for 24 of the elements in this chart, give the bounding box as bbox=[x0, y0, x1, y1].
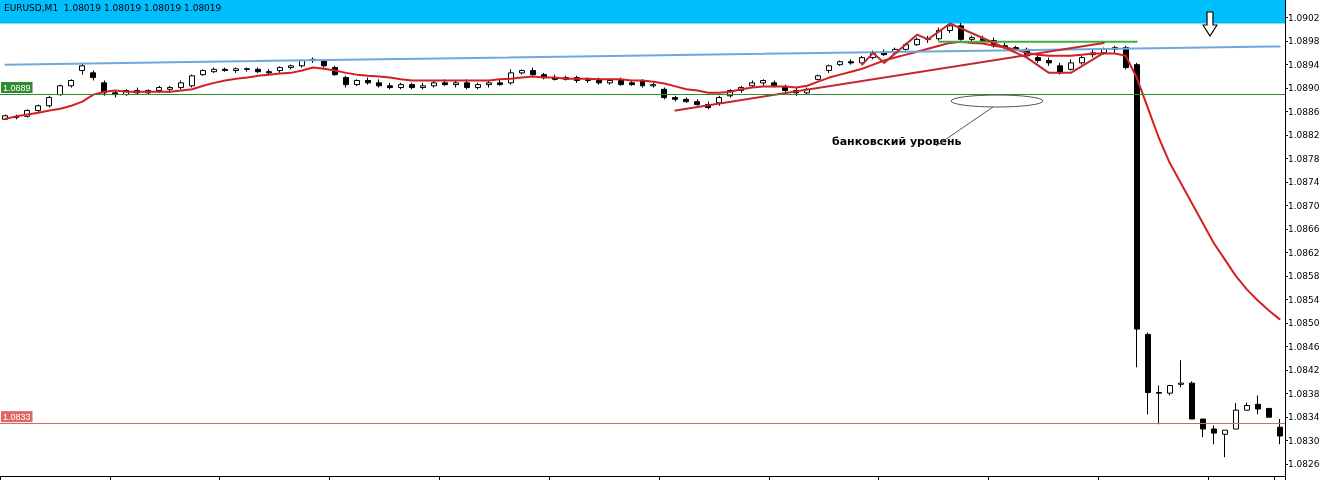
y-tick-label: 1.0898 bbox=[1288, 36, 1320, 47]
y-tick-label: 1.0830 bbox=[1288, 435, 1320, 446]
y-tick-label: 1.0842 bbox=[1288, 365, 1320, 376]
y-tick-label: 1.0870 bbox=[1288, 200, 1320, 211]
ref-line-label: 1.0889 bbox=[3, 82, 31, 93]
y-tick-label: 1.0886 bbox=[1288, 106, 1320, 117]
y-tick-label: 1.0834 bbox=[1288, 412, 1320, 423]
y-tick-label: 1.0858 bbox=[1288, 271, 1320, 282]
annotation: банковский уровень bbox=[832, 135, 962, 148]
y-tick-label: 1.0854 bbox=[1288, 294, 1320, 305]
y-tick-label: 1.0826 bbox=[1288, 459, 1320, 470]
y-tick-label: 1.0866 bbox=[1288, 224, 1320, 235]
y-tick-label: 1.0890 bbox=[1288, 83, 1320, 94]
y-tick-label: 1.0874 bbox=[1288, 177, 1320, 188]
y-tick-label: 1.0902 bbox=[1288, 12, 1320, 23]
y-tick-label: 1.0862 bbox=[1288, 247, 1320, 258]
y-tick-label: 1.0894 bbox=[1288, 59, 1320, 70]
y-tick-label: 1.0878 bbox=[1288, 153, 1320, 164]
y-tick-label: 1.0846 bbox=[1288, 341, 1320, 352]
ref-line-label: 1.0833 bbox=[3, 411, 31, 422]
chart-title: EURUSD,M1 1.08019 1.08019 1.08019 1.08019 bbox=[4, 2, 222, 13]
y-tick-label: 1.0850 bbox=[1288, 318, 1320, 329]
y-tick-label: 1.0838 bbox=[1288, 388, 1320, 399]
y-tick-label: 1.0882 bbox=[1288, 130, 1320, 141]
